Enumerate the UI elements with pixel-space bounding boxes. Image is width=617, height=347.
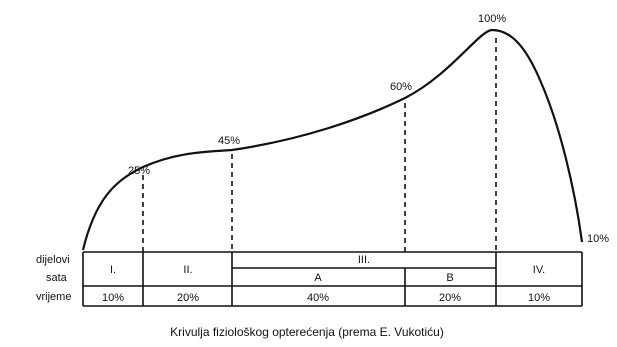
row-label-dijelovi: dijelovi [36, 254, 70, 266]
time-label-IV: 10% [528, 292, 550, 304]
load-curve-line [81, 28, 584, 251]
chart-caption: Krivulja fiziološkog opterećenja (prema … [170, 325, 444, 339]
part-label-III: III. [358, 254, 370, 266]
part-label-IV: IV. [533, 264, 545, 276]
row-label-sata: sata [46, 272, 68, 284]
time-label-B: 20% [439, 292, 461, 304]
segment-table [82, 251, 583, 307]
point-label-10: 10% [587, 233, 609, 245]
point-label-25: 25% [128, 165, 150, 177]
part-label-II: II. [183, 264, 192, 276]
part-label-I: I. [110, 264, 116, 276]
point-label-45: 45% [218, 135, 240, 147]
row-label-vrijeme: vrijeme [36, 291, 71, 303]
time-label-I: 10% [102, 292, 124, 304]
point-label-100: 100% [478, 13, 506, 25]
time-label-II: 20% [177, 292, 199, 304]
part-label-A: A [314, 272, 322, 284]
time-label-A: 40% [307, 292, 329, 304]
part-label-B: B [446, 272, 453, 284]
point-label-60: 60% [390, 81, 412, 93]
